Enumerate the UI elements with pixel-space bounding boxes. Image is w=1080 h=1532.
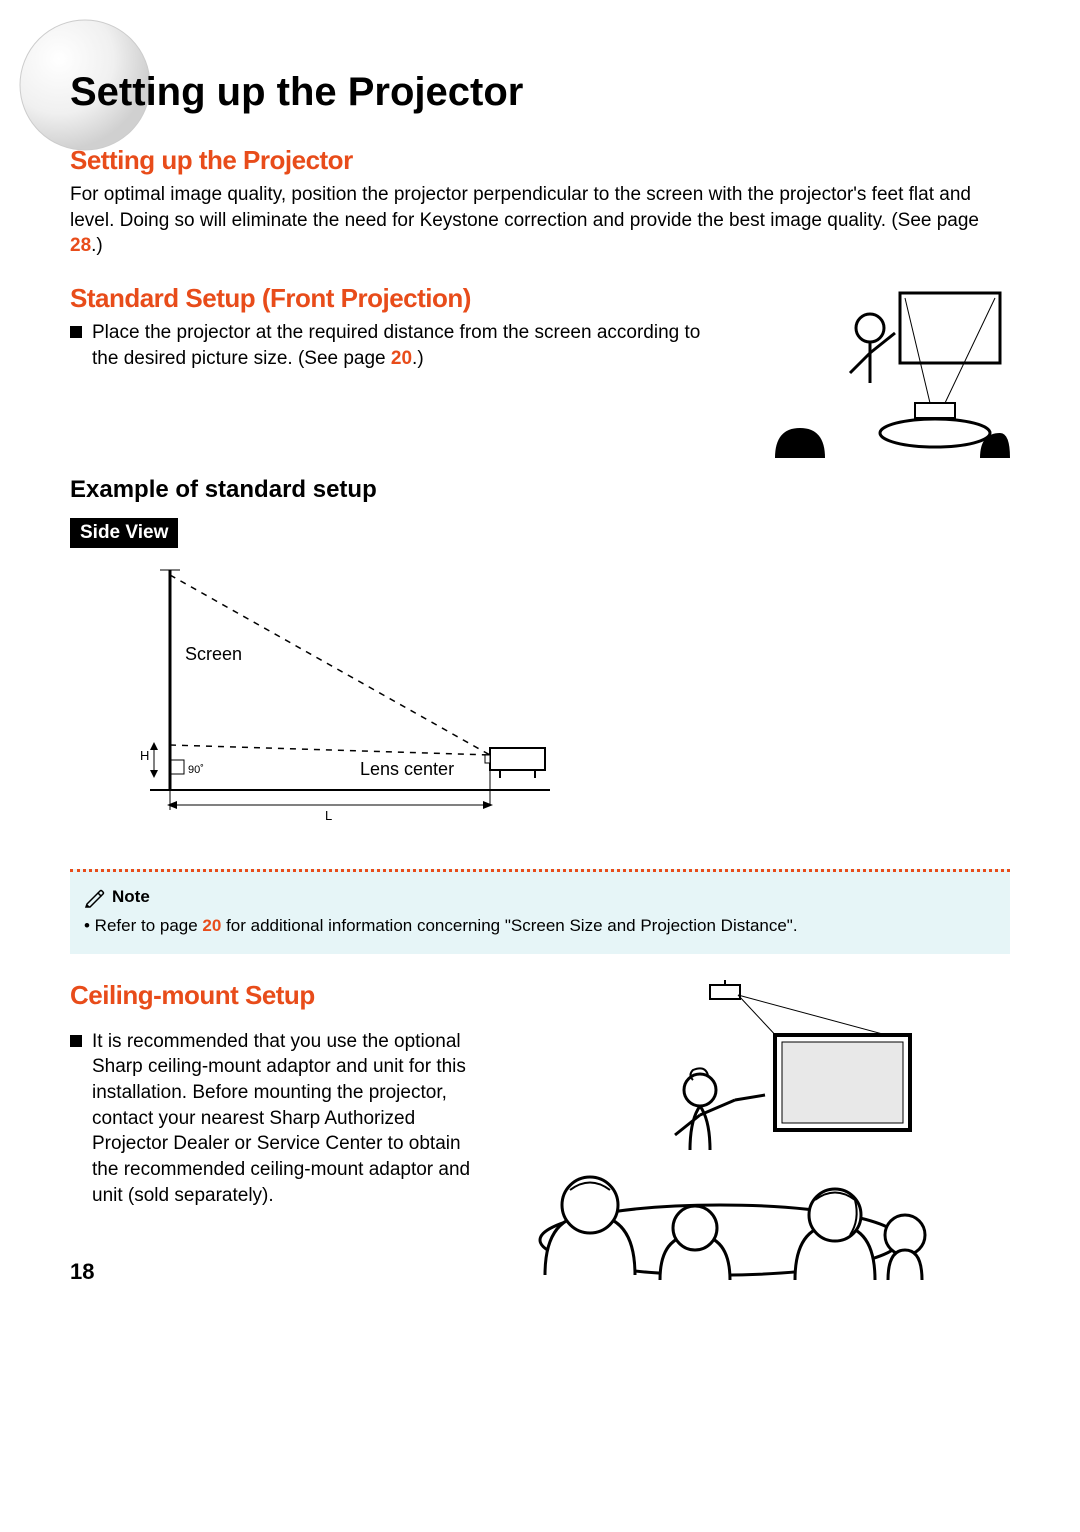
side-view-label: Side View xyxy=(70,518,178,548)
diagram-lens-label: Lens center xyxy=(360,759,454,779)
section2-bullet: Place the projector at the required dist… xyxy=(70,320,730,371)
note-pencil-icon xyxy=(84,886,106,908)
ceiling-mount-illustration xyxy=(510,980,930,1280)
front-projection-illustration xyxy=(750,283,1010,463)
page-ref-28: 28 xyxy=(70,235,91,256)
page-number: 18 xyxy=(70,1259,94,1285)
page-ref-20b: 20 xyxy=(202,916,221,935)
example-subheading: Example of standard setup xyxy=(70,476,1010,504)
note-text-pre: • Refer to page xyxy=(84,916,202,935)
section-heading-standard: Standard Setup (Front Projection) xyxy=(70,283,730,314)
page-title: Setting up the Projector xyxy=(70,70,1010,115)
note-text-post: for additional information concerning "S… xyxy=(221,916,797,935)
section1-body-pre: For optimal image quality, position the … xyxy=(70,184,979,231)
section1-body: For optimal image quality, position the … xyxy=(70,182,1010,259)
bullet-square-icon xyxy=(70,326,82,338)
page-ref-20a: 20 xyxy=(391,348,412,369)
diagram-h-label: H xyxy=(140,748,149,763)
section-heading-ceiling: Ceiling-mount Setup xyxy=(70,980,490,1011)
section1-body-post: .) xyxy=(91,235,103,256)
section3-bullet-text: It is recommended that you use the optio… xyxy=(92,1029,490,1208)
diagram-screen-label: Screen xyxy=(185,644,242,664)
section-heading-setup: Setting up the Projector xyxy=(70,145,1010,176)
section2-bullet-post: .) xyxy=(412,348,424,369)
note-box: Note • Refer to page 20 for additional i… xyxy=(70,869,1010,954)
diagram-l-label: L xyxy=(325,808,332,823)
side-view-diagram: Screen H 90˚ Lens center xyxy=(110,560,1010,845)
section3-bullet: It is recommended that you use the optio… xyxy=(70,1029,490,1208)
note-label: Note xyxy=(112,887,150,907)
note-text: • Refer to page 20 for additional inform… xyxy=(84,914,996,938)
diagram-angle-label: 90˚ xyxy=(188,764,204,776)
bullet-square-icon xyxy=(70,1035,82,1047)
